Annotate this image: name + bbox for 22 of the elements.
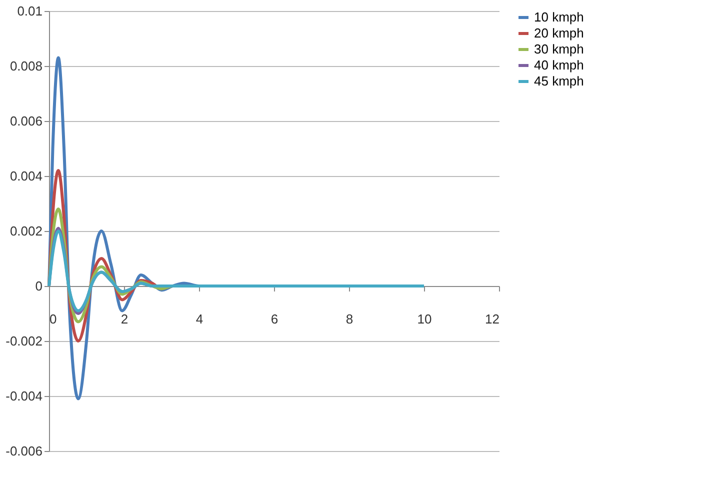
x-tick-label: 4 xyxy=(196,312,204,326)
legend-label: 20 kmph xyxy=(534,26,584,40)
legend-label: 40 kmph xyxy=(534,58,584,72)
y-tick-label: 0.004 xyxy=(10,168,42,184)
x-tick-label: 0 xyxy=(50,312,57,326)
y-tick-label: 0.006 xyxy=(10,114,42,128)
legend-label: 30 kmph xyxy=(534,42,584,56)
x-tick-label: 6 xyxy=(270,312,278,326)
x-tick-label: 2 xyxy=(120,312,128,326)
y-tick-label: 0 xyxy=(35,278,42,294)
legend-label: 45 kmph xyxy=(534,74,584,88)
x-tick-label: 10 xyxy=(417,312,432,326)
y-tick-label: 0.008 xyxy=(10,58,42,74)
y-tick-label: 0.002 xyxy=(10,224,42,238)
y-tick-label: -0.004 xyxy=(6,388,42,404)
y-tick-label: 0.01 xyxy=(17,4,42,18)
y-tick-label: -0.002 xyxy=(6,334,42,348)
y-tick-label: -0.006 xyxy=(6,444,42,458)
x-tick-label: 8 xyxy=(346,312,354,326)
legend-label: 10 kmph xyxy=(534,10,584,24)
x-tick-label: 12 xyxy=(485,312,500,326)
line-series xyxy=(48,230,426,312)
